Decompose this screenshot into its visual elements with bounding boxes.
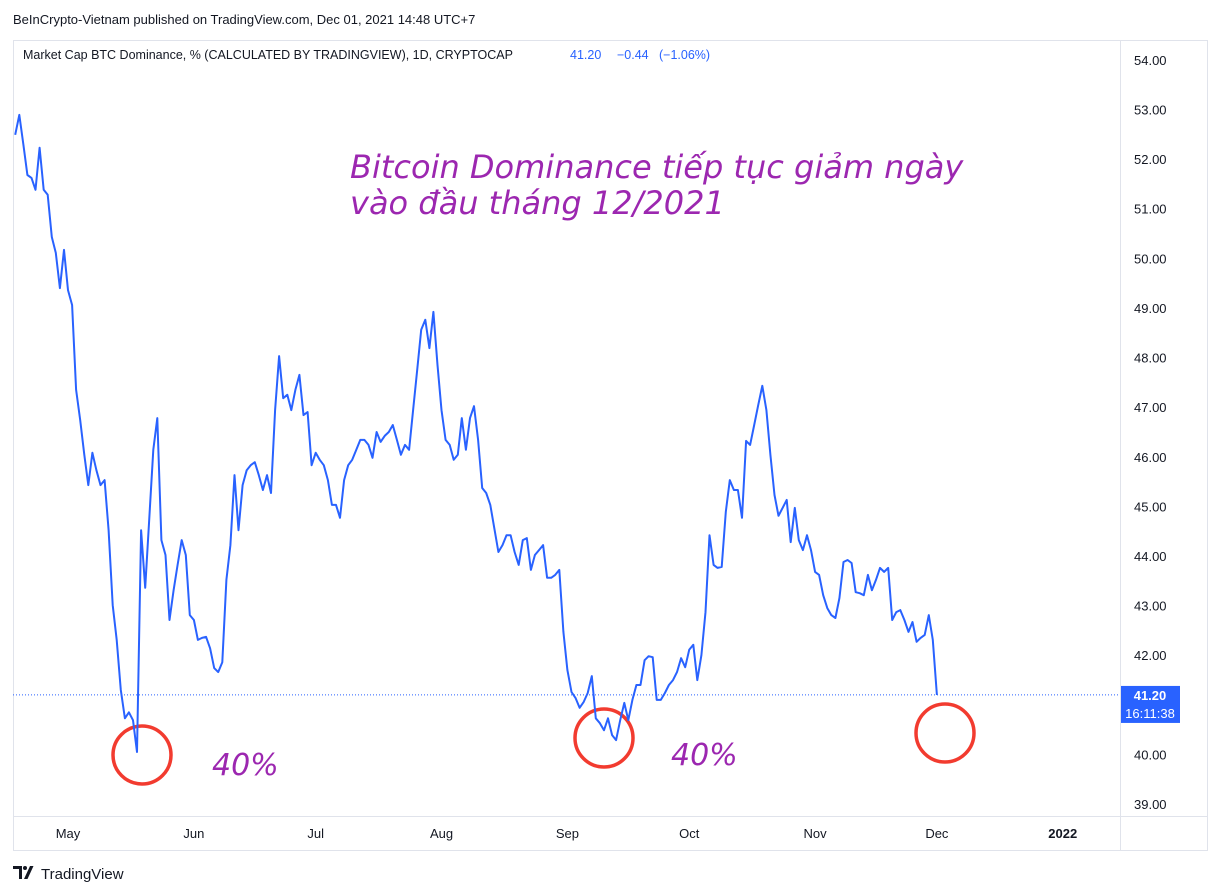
highlight-circle [914,702,976,764]
x-tick-label: Dec [925,826,949,841]
y-tick-label: 52.00 [1134,152,1167,167]
annotation: vào đầu tháng 12/2021 [350,184,725,222]
x-tick-label: May [56,826,81,841]
y-tick-label: 46.00 [1134,450,1167,465]
y-tick-label: 48.00 [1134,351,1167,366]
legend-value: 41.20 [570,48,601,62]
brand: TradingView [41,866,124,883]
highlight-circle [573,707,635,769]
price-badge-countdown: 16:11:38 [1125,706,1175,721]
annotation: 40% [671,738,738,773]
y-tick-label: 45.00 [1134,499,1167,514]
annotation: 40% [212,748,279,783]
y-tick-label: 47.00 [1134,400,1167,415]
brand-logo [13,866,34,879]
y-tick-label: 40.00 [1134,747,1167,762]
price-badge [1121,685,1180,723]
y-tick-label: 43.00 [1134,599,1167,614]
legend-change-pct: (−1.06%) [659,48,710,62]
legend-title: Market Cap BTC Dominance, % (CALCULATED … [23,48,513,62]
y-tick-label: 44.00 [1134,549,1167,564]
x-tick-label: Jun [183,826,204,841]
y-tick-label: 49.00 [1134,301,1167,316]
y-tick-label: 39.00 [1134,797,1167,812]
x-tick-label: 2022 [1048,826,1077,841]
x-tick-label: Jul [307,826,324,841]
price-badge-value: 41.20 [1134,688,1167,703]
publisher: BeInCrypto-Vietnam published on TradingV… [13,12,475,27]
legend-change: −0.44 [617,48,649,62]
x-tick-label: Nov [804,826,828,841]
y-tick-label: 53.00 [1134,102,1167,117]
y-tick-label: 42.00 [1134,648,1167,663]
x-tick-label: Oct [679,826,700,841]
y-tick-label: 54.00 [1134,53,1167,68]
x-tick-label: Aug [430,826,453,841]
highlight-circle [111,724,173,786]
y-tick-label: 51.00 [1134,202,1167,217]
annotation: Bitcoin Dominance tiếp tục giảm ngày [350,148,964,186]
chart-frame [13,40,1208,851]
line-series [14,113,938,753]
y-tick-label: 50.00 [1134,251,1167,266]
x-tick-label: Sep [556,826,579,841]
